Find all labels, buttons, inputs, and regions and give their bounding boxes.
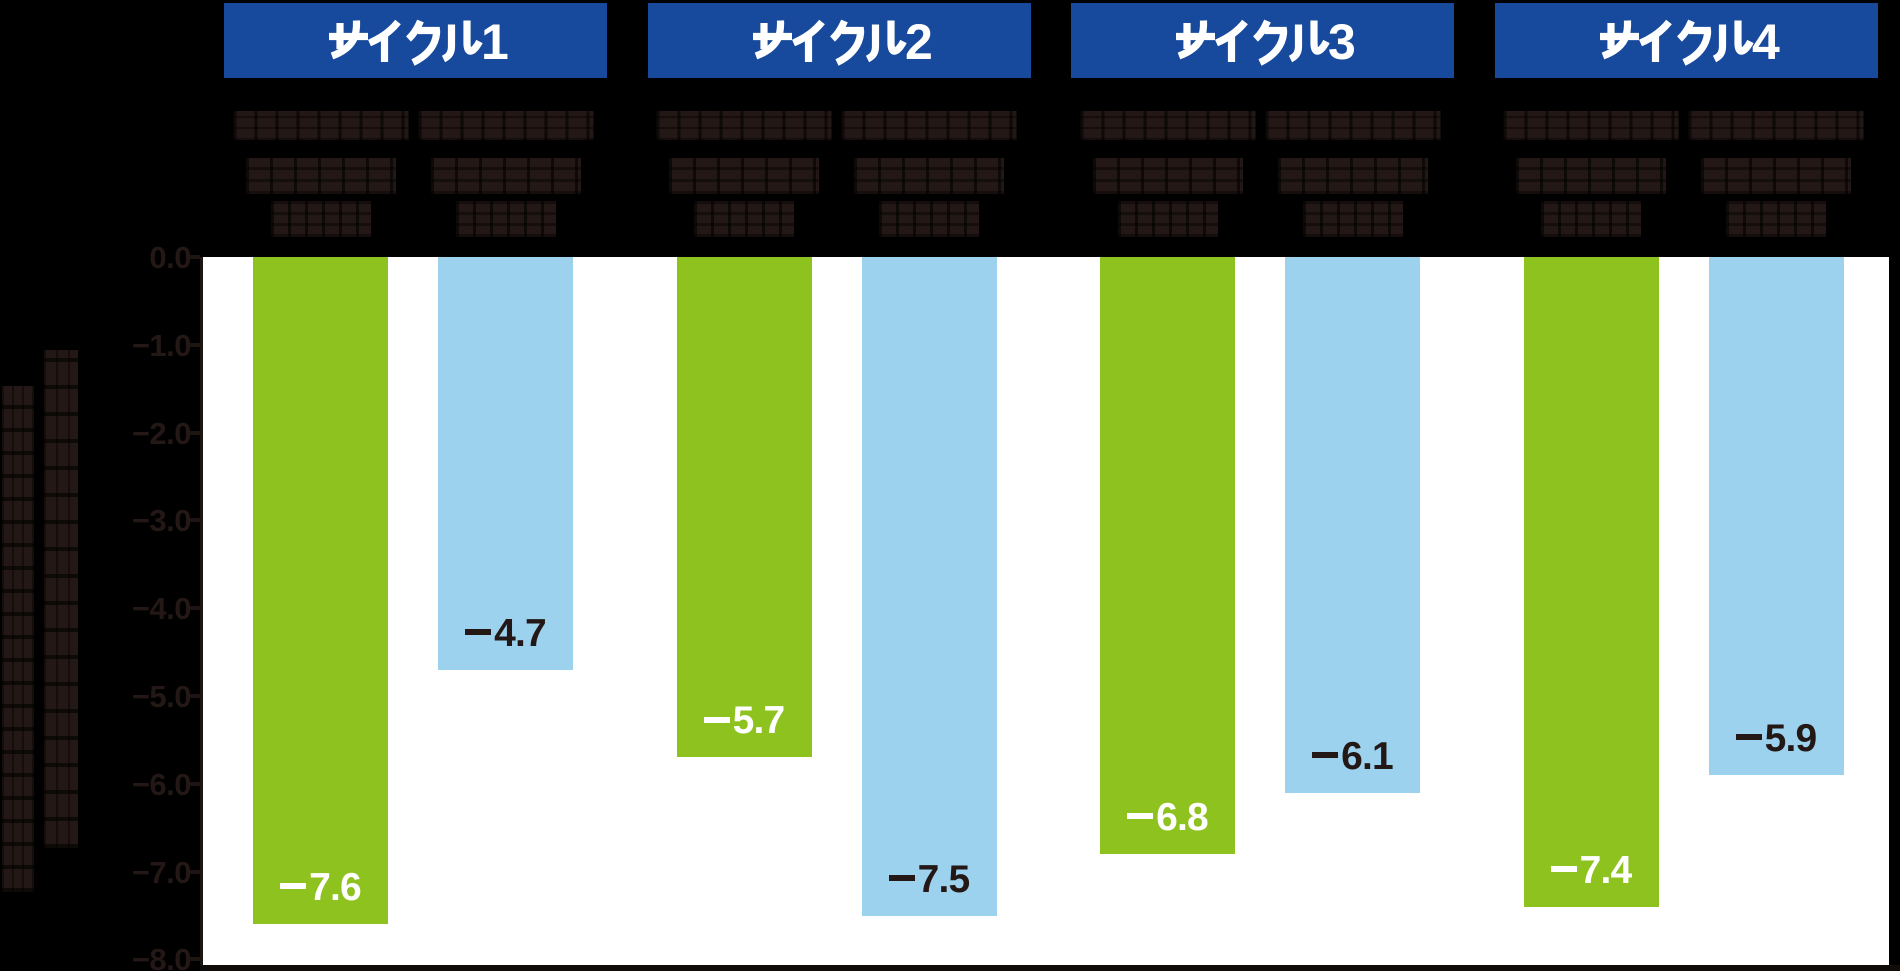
svg-text:2: 2	[905, 14, 933, 70]
svg-text:1: 1	[481, 14, 509, 70]
svg-text:3: 3	[1328, 14, 1356, 70]
svg-text:4: 4	[1752, 14, 1780, 70]
